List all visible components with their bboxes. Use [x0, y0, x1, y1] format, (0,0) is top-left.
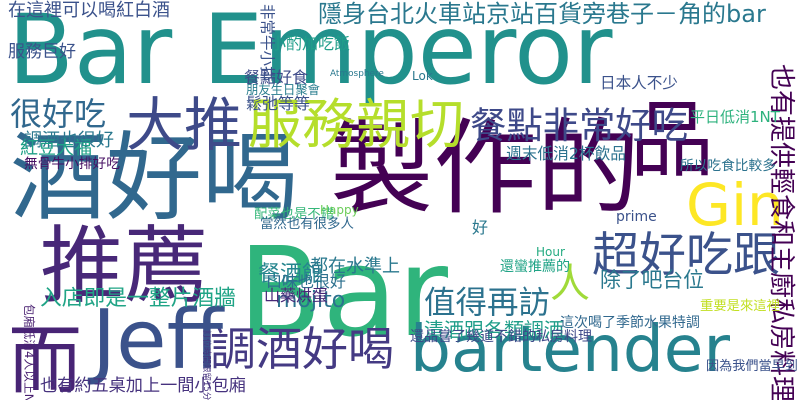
word-qingjiu: 清酒跟各類調酒 — [424, 318, 564, 342]
word-henhaochi: 很好吃 — [10, 95, 107, 133]
word-lok: Lok — [412, 69, 433, 83]
word-yinshen: 隱身台北火車站京站百貨旁巷子－角的bar — [318, 0, 766, 28]
word-shanyao: 山藥烘蛋 — [264, 286, 329, 305]
word-pin: 品 — [630, 91, 714, 189]
word-ren: 人 — [550, 261, 590, 307]
word-ribenren: 日本人不少 — [600, 74, 678, 92]
word-fuwu-qinqie: 服務親切 — [248, 93, 464, 156]
word-tiaojiu-haohe: 調酒好喝 — [210, 322, 394, 376]
word-datui: 大推 — [126, 91, 243, 159]
word-fuwu-juhao: 服務巨好 — [8, 42, 76, 62]
word-douzai: 都在水準上 — [310, 256, 400, 277]
word-candian: 餐點非常好吃 — [470, 104, 688, 147]
word-chaohaochi: 超好吃跟 — [592, 228, 780, 283]
word-haiman-tuijian: 還蠻推薦的 — [500, 259, 570, 275]
word-zhongyao: 重要是來這裡 — [700, 299, 780, 314]
word-zheci: 這次喝了季節水果特調 — [560, 315, 700, 331]
word-bar: Bar — [238, 221, 448, 364]
word-suoyi: 所以吃食比較多 — [680, 158, 776, 174]
word-candian-haoshi: 餐點好食 — [244, 68, 308, 87]
word-wugu: 無骨牛小排好吃 — [24, 156, 120, 172]
word-xiaozhuo: 小酌加吃飯 — [270, 34, 351, 53]
word-zaizheli: 在這裡可以喝紅白酒 — [8, 0, 170, 21]
word-baoxiang: 包廂低消4人以上NT — [22, 304, 36, 400]
word-pengyou: 朋友生日聚會 — [246, 83, 320, 97]
word-haipinchang: 還品嘗了幾道不錯的私房料理 — [410, 329, 592, 345]
word-zhizuode: 製作的 — [330, 109, 640, 229]
word-jeff: Jeff — [92, 293, 224, 388]
word-happy: Happy — [320, 203, 359, 217]
word-bar-emperor: Bar Emperor — [8, 0, 613, 106]
word-feichang-niu: 非常牛小排 — [258, 4, 276, 82]
word-peicai: 配菜也是不錯 — [254, 207, 334, 222]
word-atmosphere: Atmosphere — [330, 69, 384, 79]
word-zhoumo: 週末低消2杯飲品 — [506, 144, 626, 163]
word-bartender: bartender — [410, 312, 730, 387]
word-yinwei: 因為我們當早到 — [706, 359, 798, 374]
word-hao: 好 — [472, 218, 489, 237]
word-kouwei: 口味也很好 — [266, 272, 346, 291]
word-dingwei: 訂位時間限留15分鐘 — [201, 330, 211, 400]
word-tiaojiu-yehenhao: 調酒也很好 — [24, 130, 114, 151]
word-rudian: 入店即是一整片酒牆 — [40, 286, 236, 311]
word-yeyou-wuzhuo: 也有約五桌加上一間小包廂 — [40, 376, 246, 396]
word-dangran: 當然也有很多人 — [260, 217, 354, 232]
word-chule-batai: 除了吧台位 — [600, 268, 704, 292]
word-hongdou: 紅豆大福 — [20, 138, 92, 159]
word-prime: prime — [616, 209, 657, 225]
word-gin: Gin — [686, 171, 784, 239]
word-canjiuguan: 餐酒館 — [258, 262, 325, 287]
word-jiuhaohe: 酒好喝 — [10, 122, 298, 234]
word-songchi: 鬆弛等等 — [246, 94, 310, 113]
word-tuijian: 推薦 — [40, 217, 209, 315]
word-hour: Hour — [536, 245, 565, 259]
word-er: 而 — [8, 318, 82, 400]
word-zhide-zaifang: 值得再訪 — [424, 285, 550, 321]
word-mojito: mojito — [276, 288, 346, 313]
word-pingri: 平日低消1NT — [690, 108, 780, 126]
